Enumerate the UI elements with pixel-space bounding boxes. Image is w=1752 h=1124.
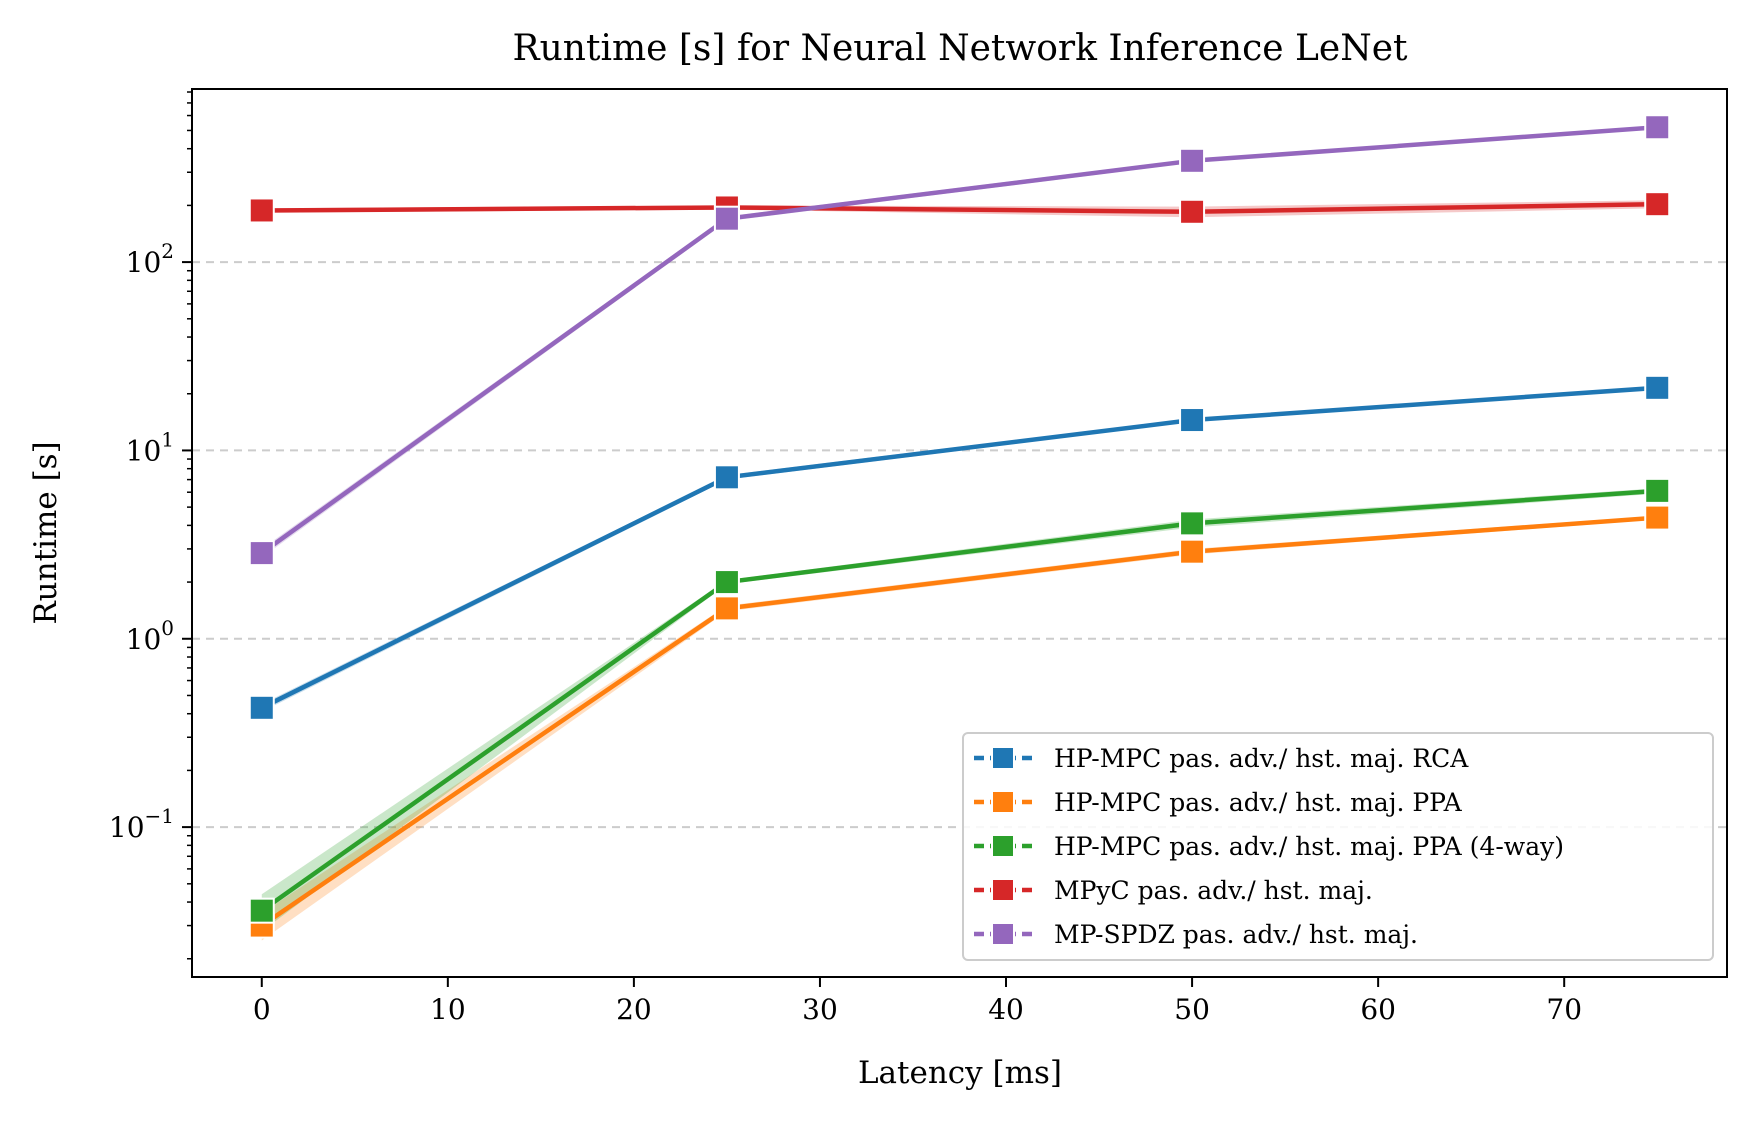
legend-marker — [991, 790, 1015, 814]
y-tick-base: 10 — [126, 246, 162, 279]
x-tick-label: 40 — [988, 993, 1024, 1026]
data-point — [713, 569, 740, 596]
y-tick-exponent: 2 — [161, 239, 174, 263]
data-point — [248, 694, 275, 721]
legend-items: HP-MPC pas. adv./ hst. maj. RCA HP-MPC pa… — [974, 744, 1564, 949]
legend-marker — [991, 878, 1015, 902]
plot-frame — [191, 88, 1728, 978]
data-point — [1179, 510, 1206, 537]
legend-marker — [991, 834, 1015, 858]
series-line — [261, 201, 1658, 215]
data-point — [713, 464, 740, 491]
legend: HP-MPC pas. adv./ hst. maj. RCA HP-MPC pa… — [962, 732, 1714, 961]
series-line — [260, 515, 1658, 928]
y-axis-label: Runtime [s] — [28, 441, 64, 624]
legend-label: MPyC pas. adv./ hst. maj. — [1054, 876, 1373, 905]
legend-marker — [991, 922, 1015, 946]
legend-label: HP-MPC pas. adv./ hst. maj. PPA — [1054, 788, 1463, 817]
data-point — [713, 205, 740, 232]
x-tick-label: 60 — [1360, 993, 1396, 1026]
legend-label: HP-MPC pas. adv./ hst. maj. PPA (4-way) — [1054, 832, 1564, 861]
data-point — [1644, 504, 1671, 531]
y-tick-exponent: −1 — [145, 804, 174, 828]
x-tick-label: 20 — [616, 993, 652, 1026]
chart-title: Runtime [s] for Neural Network Inference… — [513, 28, 1409, 69]
y-tick-label: 101 — [126, 427, 174, 467]
x-tick-label: 30 — [802, 993, 838, 1026]
legend-marker — [991, 746, 1015, 770]
data-point — [248, 197, 275, 224]
x-tick-label: 10 — [430, 993, 466, 1026]
legend-label: HP-MPC pas. adv./ hst. maj. RCA — [1054, 744, 1469, 773]
data-point — [1179, 538, 1206, 565]
series-line — [260, 488, 1658, 913]
data-point — [1179, 407, 1206, 434]
legend-box — [962, 732, 1714, 961]
data-point — [1644, 114, 1671, 141]
data-point — [1644, 477, 1671, 504]
x-tick-label: 50 — [1174, 993, 1210, 1026]
legend-label: MP-SPDZ pas. adv./ hst. maj. — [1054, 920, 1418, 949]
x-tick-label: 0 — [253, 993, 271, 1026]
series-markers — [248, 114, 1671, 939]
y-tick-label: 100 — [126, 616, 174, 656]
x-axis-ticks: 0 10 20 30 40 50 60 70 — [253, 977, 1582, 1026]
series-line — [260, 125, 1658, 555]
confidence-band — [261, 488, 1658, 932]
data-point — [1644, 374, 1671, 401]
y-tick-label: 10−1 — [109, 804, 174, 844]
data-point — [1179, 147, 1206, 174]
data-point — [1644, 191, 1671, 218]
y-tick-exponent: 0 — [161, 616, 174, 640]
y-tick-base: 10 — [126, 623, 162, 656]
y-tick-exponent: 1 — [161, 427, 174, 451]
series-line — [260, 385, 1658, 710]
data-point — [248, 540, 275, 567]
x-axis-label: Latency [ms] — [858, 1055, 1062, 1091]
y-tick-base: 10 — [109, 811, 145, 844]
data-point — [1179, 198, 1206, 225]
y-tick-label: 102 — [126, 239, 174, 279]
x-tick-label: 70 — [1546, 993, 1582, 1026]
confidence-band — [261, 385, 1658, 712]
data-point — [248, 897, 275, 924]
y-tick-base: 10 — [126, 434, 162, 467]
series-lines — [260, 125, 1658, 928]
data-point — [713, 595, 740, 622]
